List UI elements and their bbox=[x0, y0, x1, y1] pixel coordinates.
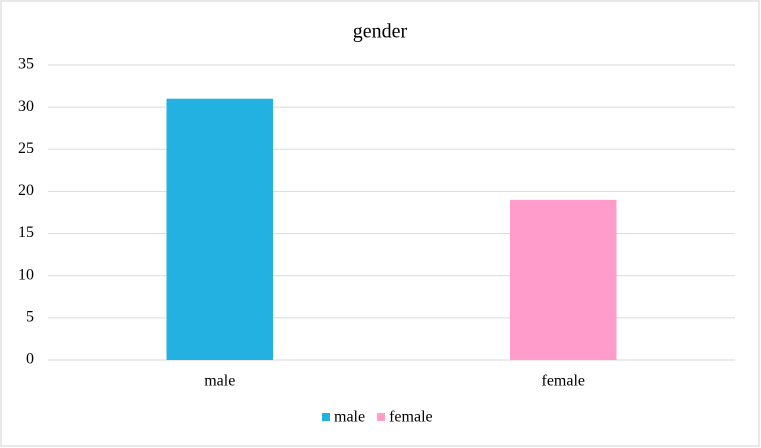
y-tick-label: 0 bbox=[26, 351, 34, 368]
y-tick-label: 30 bbox=[18, 98, 34, 115]
chart-title: gender bbox=[353, 21, 408, 43]
legend-label: female bbox=[389, 409, 433, 426]
y-tick-label: 35 bbox=[18, 56, 34, 73]
legend-label: male bbox=[334, 409, 365, 426]
y-tick-label: 10 bbox=[18, 266, 34, 283]
legend-swatch bbox=[322, 413, 330, 421]
legend-swatch bbox=[377, 413, 386, 421]
x-tick-label: male bbox=[204, 373, 235, 390]
y-tick-label: 25 bbox=[18, 140, 34, 157]
y-tick-label: 15 bbox=[18, 224, 34, 241]
x-tick-label: female bbox=[541, 373, 585, 390]
bar bbox=[166, 98, 273, 360]
y-tick-label: 5 bbox=[26, 309, 34, 326]
bar bbox=[510, 199, 617, 360]
y-tick-label: 20 bbox=[18, 182, 34, 199]
